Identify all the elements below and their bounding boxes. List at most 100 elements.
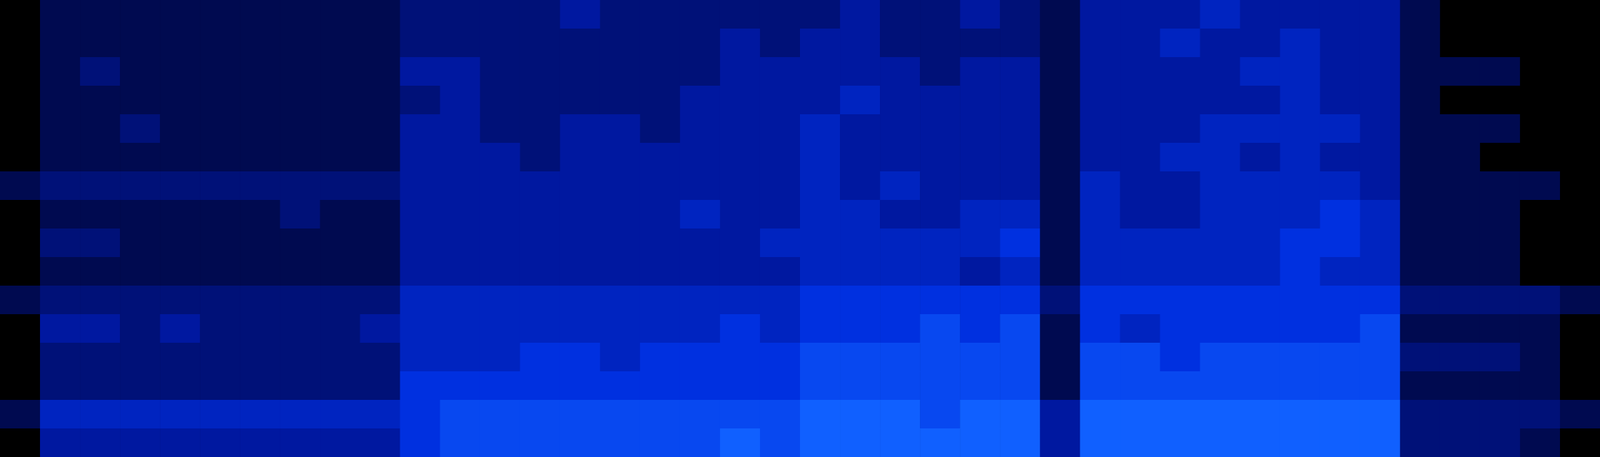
- cell: [680, 428, 721, 457]
- cell: [1480, 114, 1521, 144]
- cell: [239, 428, 281, 457]
- cell: [1520, 171, 1561, 201]
- cell: [1079, 114, 1121, 144]
- cell: [879, 199, 921, 230]
- cell: [1119, 142, 1161, 172]
- cell: [319, 228, 361, 258]
- cell: [919, 114, 961, 144]
- cell: [1079, 199, 1121, 230]
- cell: [79, 114, 121, 144]
- cell: [400, 371, 442, 401]
- cell: [279, 399, 321, 429]
- cell: [800, 28, 841, 58]
- cell: [119, 228, 161, 258]
- cell: [1360, 142, 1401, 172]
- cell: [999, 142, 1041, 172]
- cell: [1560, 399, 1600, 429]
- cell: [600, 428, 641, 457]
- cell: [560, 0, 601, 30]
- cell: [1400, 57, 1441, 87]
- cell: [400, 114, 442, 144]
- cell: [1039, 256, 1081, 287]
- cell: [680, 57, 721, 87]
- cell: [600, 0, 641, 30]
- cell: [1400, 142, 1441, 172]
- cell: [1400, 85, 1441, 115]
- cell: [239, 314, 281, 344]
- cell: [1400, 114, 1441, 144]
- cell: [800, 314, 841, 344]
- cell: [1520, 314, 1561, 344]
- cell: [1320, 285, 1361, 315]
- cell: [1159, 142, 1201, 172]
- cell: [1520, 399, 1561, 429]
- cell: [520, 0, 561, 30]
- cell: [680, 0, 721, 30]
- cell: [1360, 0, 1401, 30]
- cell: [520, 199, 561, 230]
- cell: [1200, 114, 1242, 144]
- cell: [39, 428, 81, 457]
- cell: [239, 57, 281, 87]
- cell: [159, 85, 201, 115]
- cell: [1400, 28, 1441, 58]
- cell: [319, 314, 361, 344]
- cell: [720, 228, 761, 258]
- cell: [119, 114, 161, 144]
- cell: [1480, 199, 1521, 230]
- cell: [560, 142, 601, 172]
- cell: [1400, 399, 1441, 429]
- cell: [1320, 0, 1361, 30]
- cell: [0, 285, 41, 315]
- cell: [199, 0, 241, 30]
- cell: [600, 57, 641, 87]
- cell: [1360, 314, 1401, 344]
- cell: [720, 28, 761, 58]
- cell: [1079, 314, 1121, 344]
- cell: [359, 342, 401, 372]
- cell: [800, 371, 841, 401]
- cell: [959, 85, 1001, 115]
- cell: [79, 171, 121, 201]
- cell: [199, 314, 241, 344]
- cell: [1440, 114, 1481, 144]
- cell: [359, 142, 401, 172]
- cell: [440, 371, 481, 401]
- cell: [879, 228, 921, 258]
- cell: [279, 285, 321, 315]
- cell: [279, 314, 321, 344]
- cell: [800, 0, 841, 30]
- cell: [39, 256, 81, 287]
- cell: [239, 171, 281, 201]
- cell: [1480, 171, 1521, 201]
- cell: [1320, 199, 1361, 230]
- cell: [999, 114, 1041, 144]
- cell: [79, 256, 121, 287]
- cell: [359, 256, 401, 287]
- cell: [760, 399, 801, 429]
- cell: [1440, 0, 1481, 30]
- cell: [39, 28, 81, 58]
- cell: [1240, 28, 1281, 58]
- cell: [520, 228, 561, 258]
- cell: [560, 28, 601, 58]
- cell: [959, 142, 1001, 172]
- cell: [0, 256, 41, 287]
- cell: [680, 371, 721, 401]
- cell: [1400, 342, 1441, 372]
- cell: [400, 228, 442, 258]
- cell: [520, 428, 561, 457]
- cell: [1360, 85, 1401, 115]
- cell: [560, 428, 601, 457]
- cell: [839, 371, 881, 401]
- cell: [1320, 57, 1361, 87]
- cell: [1440, 371, 1481, 401]
- cell: [800, 399, 841, 429]
- cell: [319, 399, 361, 429]
- cell: [1440, 142, 1481, 172]
- cell: [520, 171, 561, 201]
- cell: [1119, 342, 1161, 372]
- cell: [400, 399, 442, 429]
- cell: [119, 342, 161, 372]
- cell: [999, 228, 1041, 258]
